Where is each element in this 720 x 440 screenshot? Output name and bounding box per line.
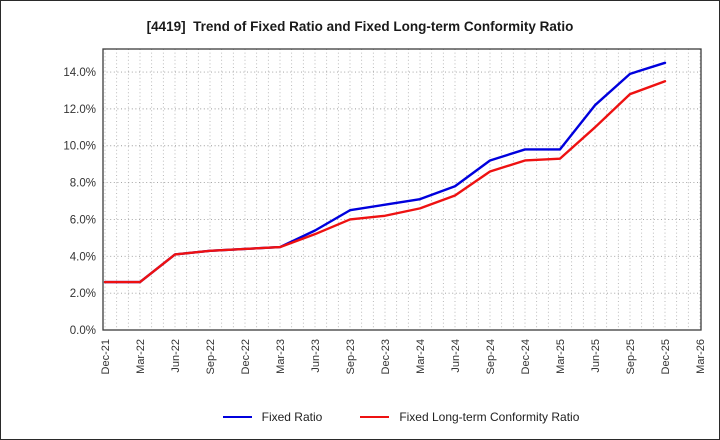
x-tick-label: Sep-22 bbox=[205, 339, 217, 374]
x-tick-label: Dec-25 bbox=[660, 339, 672, 374]
x-tick-label: Mar-26 bbox=[695, 339, 707, 374]
y-tick-label: 4.0% bbox=[70, 251, 96, 263]
legend-label-fixed-long-term-conformity-ratio: Fixed Long-term Conformity Ratio bbox=[399, 410, 580, 424]
x-tick-label: Dec-23 bbox=[380, 339, 392, 374]
y-tick-label: 0.0% bbox=[70, 325, 96, 337]
y-tick-label: 10.0% bbox=[63, 141, 96, 153]
y-tick-label: 2.0% bbox=[70, 288, 96, 300]
legend-line-swatch-fixed-ratio bbox=[222, 416, 252, 418]
x-tick-label: Mar-23 bbox=[275, 339, 287, 374]
x-tick-label: Jun-22 bbox=[170, 339, 182, 373]
y-tick-label: 12.0% bbox=[63, 104, 96, 116]
x-tick-label: Mar-25 bbox=[555, 339, 567, 374]
x-tick-label: Sep-23 bbox=[345, 339, 357, 374]
line-fixed-long-term-conformity-ratio bbox=[103, 80, 667, 284]
x-tick-label: Sep-25 bbox=[625, 339, 637, 374]
x-tick-label: Mar-24 bbox=[415, 339, 427, 374]
x-tick-label: Dec-22 bbox=[240, 339, 252, 374]
line-fixed-ratio bbox=[103, 61, 667, 284]
x-tick-label: Jun-24 bbox=[450, 339, 462, 373]
x-tick-label: Dec-21 bbox=[100, 339, 112, 374]
plot-border bbox=[102, 48, 702, 331]
x-tick-label: Sep-24 bbox=[485, 339, 497, 374]
legend: Fixed Ratio Fixed Long-term Conformity R… bbox=[102, 406, 700, 428]
x-tick-label: Jun-23 bbox=[310, 339, 322, 373]
y-tick-label: 14.0% bbox=[63, 67, 96, 79]
x-tick-label: Jun-25 bbox=[590, 339, 602, 373]
legend-line-swatch-fixed-long-term-conformity-ratio bbox=[360, 416, 390, 418]
y-tick-label: 6.0% bbox=[70, 214, 96, 226]
chart-title: [4419] Trend of Fixed Ratio and Fixed Lo… bbox=[146, 19, 574, 34]
x-tick-label: Dec-24 bbox=[520, 339, 532, 374]
y-tick-label: 8.0% bbox=[70, 178, 96, 190]
x-tick-label: Mar-22 bbox=[135, 339, 147, 374]
legend-label-fixed-ratio: Fixed Ratio bbox=[261, 410, 323, 424]
